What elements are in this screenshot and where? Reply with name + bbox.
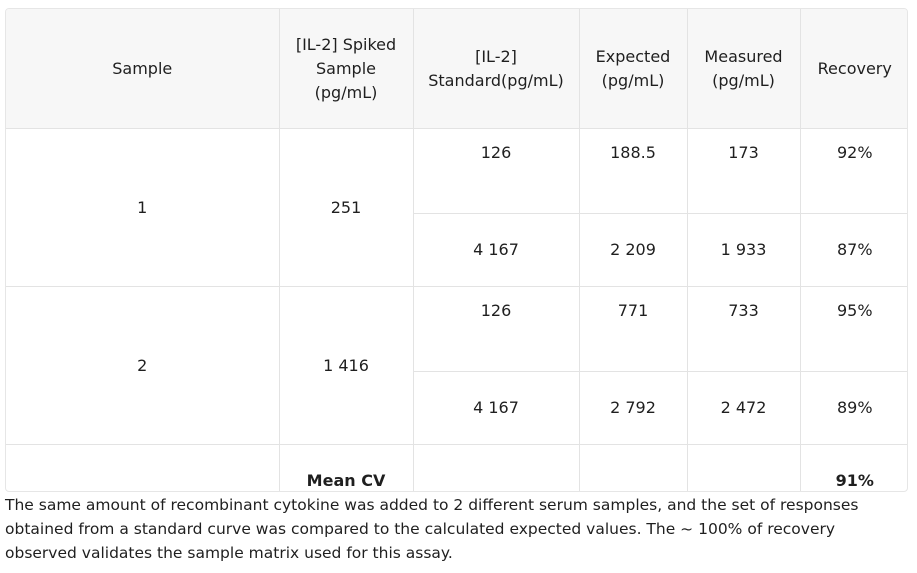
summary-row: Mean CV 91% <box>6 444 907 491</box>
header-sample: Sample <box>6 9 280 129</box>
summary-empty-cell <box>686 444 801 491</box>
measured-cell: 733 <box>686 286 801 372</box>
header-row: Sample [IL-2] Spiked Sample (pg/mL) [IL-… <box>6 9 907 129</box>
table-row: 4 167 2 792 2 472 89% <box>6 371 907 445</box>
recovery-cell: 92% <box>799 128 907 214</box>
table-row: 1 251 126 188.5 173 92% <box>6 128 907 287</box>
recovery-table: Sample [IL-2] Spiked Sample (pg/mL) [IL-… <box>6 9 907 491</box>
recovery-cell: 95% <box>799 286 907 372</box>
header-spiked: [IL-2] Spiked Sample (pg/mL) <box>278 9 414 129</box>
measured-cell: 1 933 <box>686 213 801 287</box>
header-recovery: Recovery <box>799 9 907 129</box>
header-measured: Measured (pg/mL) <box>686 9 801 129</box>
summary-empty-cell <box>412 444 580 491</box>
standard-cell: 126 <box>412 286 580 372</box>
spiked-cell: 1 416 <box>278 286 414 445</box>
header-expected: Expected (pg/mL) <box>578 9 688 129</box>
mean-cv-label: Mean CV <box>278 444 414 491</box>
expected-cell: 188.5 <box>578 128 688 214</box>
spiked-cell: 251 <box>278 128 414 287</box>
expected-cell: 771 <box>578 286 688 372</box>
header-standard: [IL-2] Standard(pg/mL) <box>412 9 580 129</box>
table-caption: The same amount of recombinant cytokine … <box>5 496 859 562</box>
standard-cell: 4 167 <box>413 213 580 287</box>
standard-cell: 4 167 <box>413 371 580 445</box>
summary-empty-cell <box>6 444 280 491</box>
recovery-cell: 87% <box>799 213 907 287</box>
sample-cell: 2 <box>6 286 280 445</box>
recovery-cell: 89% <box>799 371 907 445</box>
sample-cell: 1 <box>6 128 280 287</box>
measured-cell: 2 472 <box>686 371 801 445</box>
measured-cell: 173 <box>686 128 801 214</box>
mean-recovery-value: 91% <box>799 444 907 491</box>
summary-empty-cell <box>578 444 688 491</box>
expected-cell: 2 209 <box>578 213 688 287</box>
expected-cell: 2 792 <box>578 371 688 445</box>
standard-cell: 126 <box>412 128 580 214</box>
recovery-table-container: Sample [IL-2] Spiked Sample (pg/mL) [IL-… <box>5 8 908 492</box>
table-row: 2 1 416 126 771 733 95% <box>6 286 907 445</box>
